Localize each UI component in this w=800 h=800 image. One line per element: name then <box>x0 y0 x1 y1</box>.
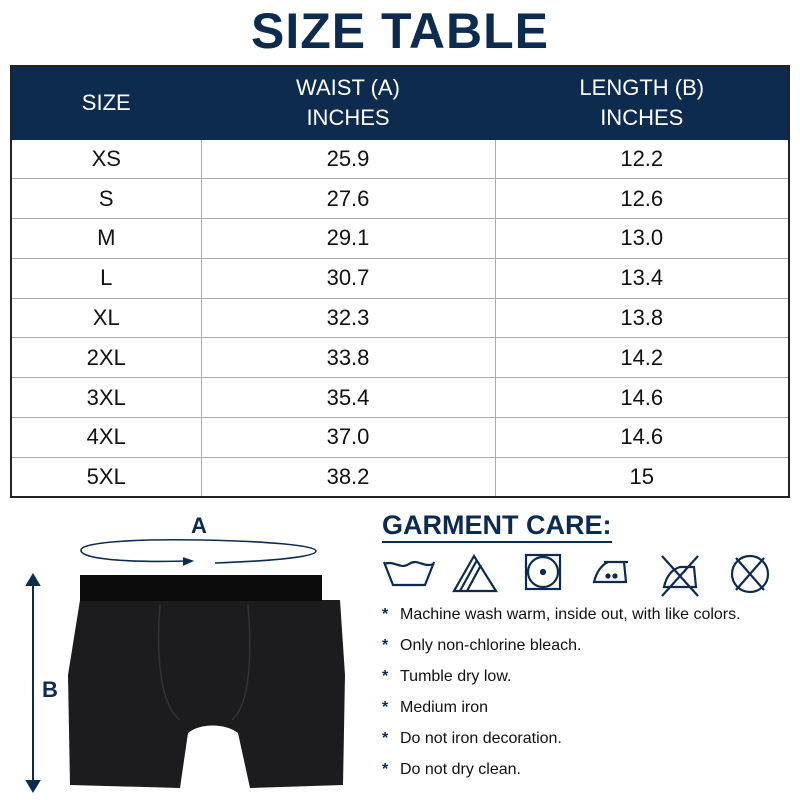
cell-length: 15 <box>494 456 790 498</box>
table-row: 4XL 37.0 14.6 <box>10 417 790 458</box>
shorts-image <box>68 575 345 788</box>
waist-measure-arrow <box>80 538 317 566</box>
table-row: 3XL 35.4 14.6 <box>10 377 790 419</box>
size-table: SIZE WAIST (A) INCHES LENGTH (B) INCHES XS… <box>10 65 790 499</box>
table-row: M 29.1 13.0 <box>10 218 790 259</box>
cell-size: 2XL <box>10 337 202 379</box>
cell-waist: 27.6 <box>200 178 496 220</box>
wash-warm-icon <box>382 560 436 587</box>
table-row: 2XL 33.8 14.2 <box>10 337 790 379</box>
asterisk-bullet-icon: * <box>382 606 389 623</box>
asterisk-bullet-icon: * <box>382 699 389 716</box>
care-icons <box>382 553 770 597</box>
cell-size: S <box>10 178 202 220</box>
cell-waist: 35.4 <box>200 377 496 419</box>
care-instruction: * Machine wash warm, inside out, with lik… <box>382 606 741 623</box>
table-row: 5XL 38.2 15 <box>10 456 790 498</box>
table-row: L 30.7 13.4 <box>10 257 790 299</box>
tumble-dry-low-icon <box>524 553 562 591</box>
asterisk-bullet-icon: * <box>382 637 389 654</box>
care-instruction: * Do not dry clean. <box>382 761 521 778</box>
cell-size: L <box>10 257 202 299</box>
asterisk-bullet-icon: * <box>382 730 389 747</box>
length-measure-arrow <box>25 573 41 793</box>
page-title: SIZE TABLE <box>251 3 549 59</box>
header-size: SIZE <box>10 65 202 140</box>
cell-waist: 32.3 <box>200 297 496 339</box>
table-row: XS 25.9 12.2 <box>10 138 790 180</box>
garment-care-title: GARMENT CARE: <box>382 510 612 543</box>
cell-waist: 25.9 <box>200 138 496 180</box>
iron-medium-icon <box>592 560 628 584</box>
do-not-iron-decoration-icon <box>661 555 699 597</box>
cell-waist: 37.0 <box>200 417 496 458</box>
cell-length: 13.0 <box>494 218 790 259</box>
cell-waist: 33.8 <box>200 337 496 379</box>
cell-size: M <box>10 218 202 259</box>
cell-length: 13.4 <box>494 257 790 299</box>
asterisk-bullet-icon: * <box>382 668 389 685</box>
header-waist: WAIST (A) INCHES <box>200 65 496 140</box>
cell-length: 14.6 <box>494 377 790 419</box>
cell-size: 3XL <box>10 377 202 419</box>
do-not-dry-clean-icon <box>730 554 770 594</box>
table-row: S 27.6 12.6 <box>10 178 790 220</box>
label-b: B <box>42 677 58 702</box>
care-instruction: * Medium iron <box>382 699 489 716</box>
cell-waist: 29.1 <box>200 218 496 259</box>
cell-length: 13.8 <box>494 297 790 339</box>
cell-length: 12.6 <box>494 178 790 220</box>
table-header-row: SIZE WAIST (A) INCHES LENGTH (B) INCHES <box>10 65 790 140</box>
cell-length: 12.2 <box>494 138 790 180</box>
cell-size: XL <box>10 297 202 339</box>
cell-size: XS <box>10 138 202 180</box>
cell-waist: 38.2 <box>200 456 496 498</box>
shorts-diagram: A B <box>25 513 345 793</box>
header-length: LENGTH (B) INCHES <box>494 65 790 140</box>
cell-size: 4XL <box>10 417 202 458</box>
care-instruction: * Tumble dry low. <box>382 668 512 685</box>
cell-length: 14.6 <box>494 417 790 458</box>
care-instruction: * Only non-chlorine bleach. <box>382 637 582 654</box>
non-chlorine-bleach-icon <box>452 553 498 593</box>
asterisk-bullet-icon: * <box>382 761 389 778</box>
label-a: A <box>191 513 207 538</box>
table-row: XL 32.3 13.8 <box>10 297 790 339</box>
cell-size: 5XL <box>10 456 202 498</box>
cell-waist: 30.7 <box>200 257 496 299</box>
care-instruction: * Do not iron decoration. <box>382 730 562 747</box>
cell-length: 14.2 <box>494 337 790 379</box>
